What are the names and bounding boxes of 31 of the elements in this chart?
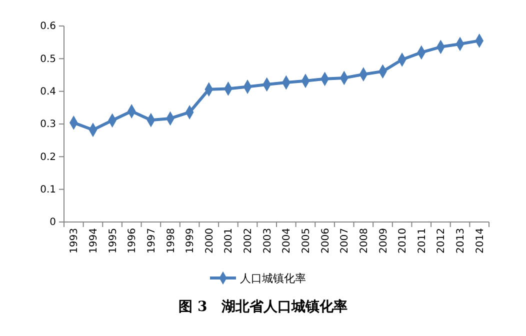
- x-tick-label: 1996: [127, 228, 138, 254]
- x-tick-label: 1998: [166, 228, 177, 254]
- y-tick-label: 0.6: [40, 21, 56, 32]
- x-tick-label: 2002: [243, 228, 254, 254]
- x-tick-label: 2000: [204, 228, 216, 254]
- x-tick-label: 1997: [146, 228, 158, 254]
- y-tick-label: 0.2: [40, 152, 56, 163]
- x-tick-label: 1999: [185, 228, 196, 254]
- y-tick-label: 0: [50, 217, 56, 228]
- text: 图 3 湖北省人口城镇化率: [178, 298, 348, 315]
- y-tick-label: 0.4: [40, 86, 56, 98]
- x-tick-label: 2013: [456, 228, 467, 254]
- x-tick-label: 2011: [416, 228, 428, 254]
- x-tick-label: 1993: [69, 228, 80, 254]
- x-tick-label: 2010: [398, 228, 409, 254]
- x-tick-label: 2009: [378, 228, 390, 254]
- x-tick-label: 2006: [320, 228, 332, 254]
- y-tick-label: 0.5: [40, 54, 56, 65]
- x-tick-label: 2003: [262, 228, 274, 254]
- x-tick-label: 2014: [474, 228, 486, 254]
- x-tick-label: 2001: [224, 228, 235, 254]
- y-tick-label: 0.3: [40, 119, 56, 130]
- x-tick-label: 1995: [108, 228, 119, 254]
- y-tick-label: 0.1: [40, 184, 56, 196]
- legend-label: 人口城镇化率: [240, 272, 306, 285]
- x-tick-label: 1994: [88, 228, 100, 254]
- x-tick-label: 2004: [282, 228, 293, 254]
- x-tick-label: 2005: [300, 228, 312, 254]
- x-tick-label: 2008: [358, 228, 370, 254]
- x-tick-label: 2007: [340, 228, 351, 254]
- x-tick-label: 2012: [436, 228, 448, 254]
